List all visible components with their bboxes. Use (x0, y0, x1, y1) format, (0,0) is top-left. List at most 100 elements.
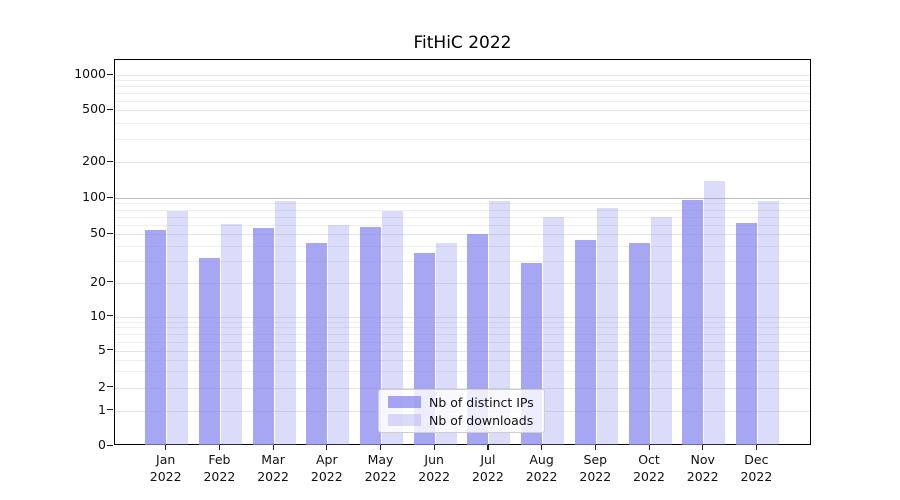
xtick-label-apr: Apr 2022 (295, 451, 359, 485)
xtick-year: 2022 (471, 469, 504, 484)
xtick-year: 2022 (686, 469, 719, 484)
legend-item-downloads: Nb of downloads (379, 413, 544, 428)
ytick-label-2: 2 (98, 378, 106, 394)
ytick-label-100: 100 (82, 189, 106, 204)
xtick-label-jul: Jul 2022 (456, 451, 520, 485)
xtick-label-sep: Sep 2022 (563, 451, 627, 485)
gridline-minor (115, 138, 810, 140)
ytick-mark-100 (107, 196, 113, 198)
ytick-mark-10 (107, 315, 113, 317)
gridline-major (115, 282, 810, 284)
legend-label-distinct-ips: Nb of distinct IPs (429, 394, 534, 410)
bar-ips-dec-2022 (735, 222, 757, 445)
xtick-month: Oct (638, 452, 660, 467)
bar-downloads-feb-2022 (220, 223, 242, 445)
gridline-minor (115, 86, 810, 88)
xtick-label-oct: Oct 2022 (617, 451, 681, 485)
xtick-month: Nov (690, 452, 715, 467)
gridline-minor (115, 93, 810, 94)
xtick-month: Jan (156, 452, 176, 467)
legend: Nb of distinct IPs Nb of downloads (378, 389, 545, 433)
xtick-mark-jul (487, 445, 489, 450)
ytick-label-0: 0 (98, 437, 106, 452)
ytick-mark-50 (107, 232, 113, 234)
xtick-year: 2022 (257, 469, 289, 484)
xtick-mark-jan (165, 445, 167, 450)
ytick-mark-0 (107, 444, 113, 446)
gridline-major (115, 234, 810, 235)
xtick-month: May (367, 452, 394, 467)
xtick-mark-jun (433, 445, 435, 450)
bar-downloads-mar-2022 (274, 201, 296, 445)
ytick-label-500: 500 (82, 101, 106, 116)
gridline-100 (115, 198, 810, 199)
ytick-mark-5 (107, 349, 113, 351)
xtick-month: Dec (744, 452, 769, 467)
ytick-label-20: 20 (90, 273, 106, 289)
ytick-label-50: 50 (90, 225, 106, 240)
bar-ips-feb-2022 (198, 257, 220, 445)
xtick-month: Aug (529, 452, 554, 467)
gridline-major (115, 350, 810, 352)
gridline-minor (115, 327, 810, 329)
bar-ips-oct-2022 (628, 243, 650, 445)
bar-downloads-nov-2022 (704, 180, 726, 445)
gridline-minor (115, 209, 810, 211)
gridline-major (115, 387, 810, 389)
gridline-major (115, 162, 810, 163)
ytick-mark-200 (107, 160, 113, 162)
bar-ips-apr-2022 (306, 243, 328, 445)
xtick-month: Jun (424, 452, 444, 467)
xtick-year: 2022 (149, 469, 182, 484)
ytick-mark-1000 (107, 73, 113, 75)
gridline-minor (115, 100, 810, 102)
ytick-label-5: 5 (98, 341, 106, 357)
bar-downloads-apr-2022 (328, 225, 350, 445)
xtick-label-mar: Mar 2022 (241, 451, 305, 485)
ytick-label-1: 1 (98, 401, 106, 417)
legend-label-downloads: Nb of downloads (429, 412, 534, 428)
ytick-label-1000: 1000 (74, 66, 106, 81)
bar-downloads-jul-2022 (489, 200, 511, 445)
legend-item-distinct-ips: Nb of distinct IPs (379, 395, 544, 410)
xtick-year: 2022 (364, 469, 397, 484)
xtick-month: Apr (315, 452, 338, 467)
xtick-mark-sep (594, 445, 596, 450)
gridline-minor (115, 224, 810, 226)
gridline-minor (115, 321, 810, 323)
gridline-minor (115, 333, 810, 335)
xtick-label-nov: Nov 2022 (671, 451, 735, 485)
gridline-minor (115, 359, 810, 361)
legend-swatch-downloads (388, 414, 421, 426)
gridline-minor (115, 216, 810, 218)
ytick-mark-2 (107, 386, 113, 388)
bar-downloads-may-2022 (382, 210, 403, 445)
ytick-mark-1 (107, 409, 113, 411)
xtick-mark-feb (218, 445, 221, 450)
xtick-year: 2022 (579, 469, 612, 484)
gridline-minor (115, 341, 810, 343)
xtick-year: 2022 (740, 469, 773, 484)
ytick-label-10: 10 (90, 307, 106, 323)
bar-downloads-oct-2022 (650, 216, 672, 445)
xtick-label-may: May 2022 (349, 451, 413, 485)
xtick-year: 2022 (633, 469, 665, 484)
xtick-mark-dec (755, 445, 758, 450)
xtick-month: Mar (261, 452, 285, 467)
bar-downloads-dec-2022 (757, 201, 779, 445)
bar-ips-may-2022 (360, 227, 381, 445)
xtick-year: 2022 (418, 469, 451, 484)
xtick-label-dec: Dec 2022 (724, 451, 788, 485)
xtick-mark-may (380, 445, 382, 450)
xtick-month: Feb (208, 452, 231, 467)
gridline-minor (115, 245, 810, 247)
xtick-mark-oct (648, 445, 650, 450)
xtick-year: 2022 (203, 469, 236, 484)
gridline-major (115, 75, 810, 76)
xtick-label-aug: Aug 2022 (510, 451, 574, 485)
ytick-label-200: 200 (82, 153, 106, 168)
bar-ips-mar-2022 (252, 228, 274, 445)
xtick-mark-aug (541, 445, 543, 450)
gridline-minor (115, 80, 810, 82)
xtick-mark-mar (272, 445, 274, 450)
